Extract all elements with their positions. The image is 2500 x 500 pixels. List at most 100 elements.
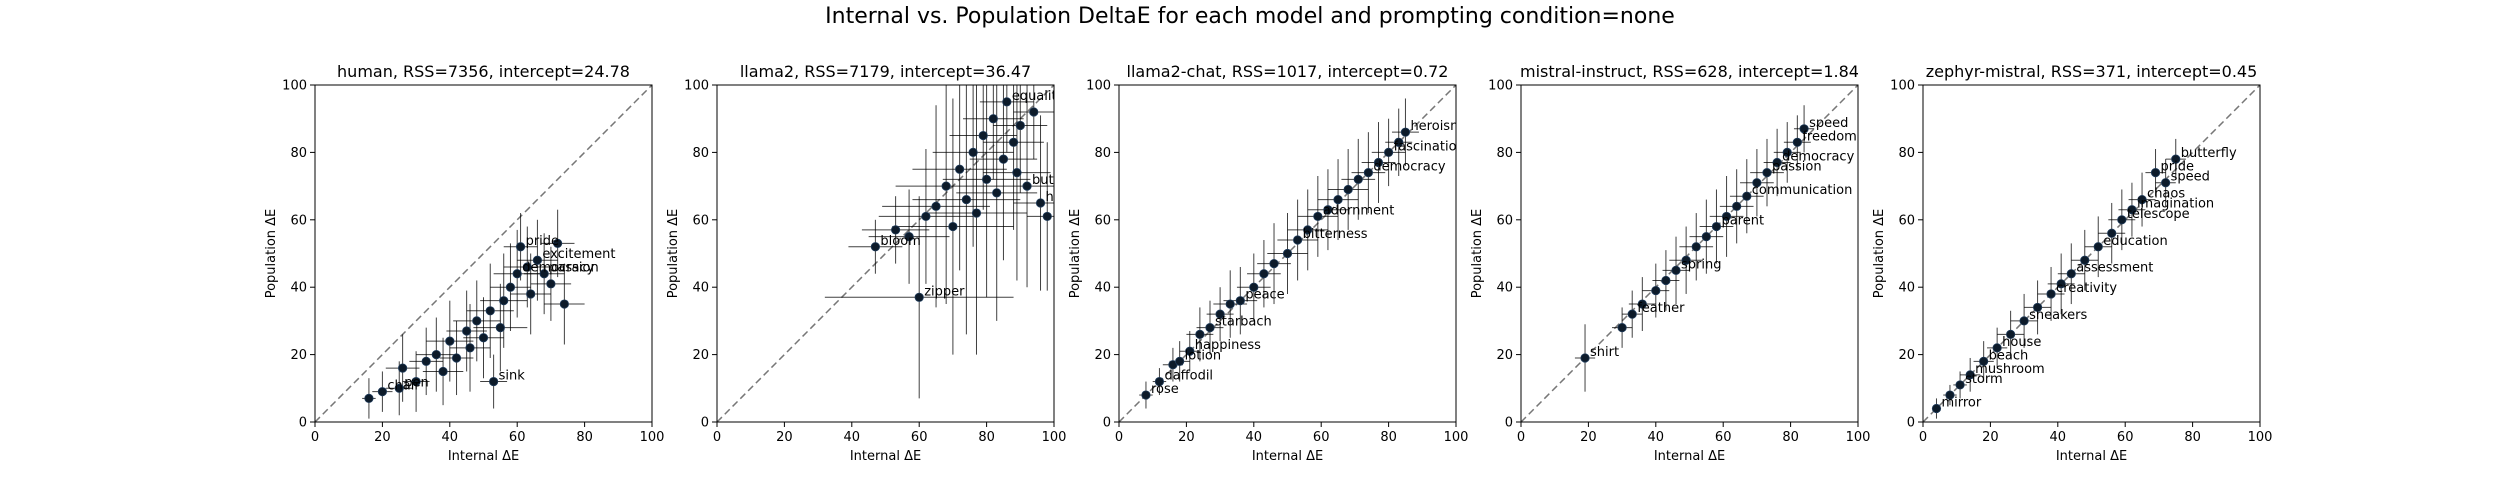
data-point [1681,255,1691,265]
y-tick-label: 0 [1907,416,1915,431]
y-tick: 0 [299,416,315,431]
data-point [1742,191,1752,201]
y-tick-label: 100 [684,79,709,94]
y-tick: 40 [1094,281,1119,296]
data-point [941,181,951,191]
x-tick-label: 0 [1115,430,1123,445]
point-label: happiness [1195,338,1261,353]
y-axis-label: Population ΔE [1068,209,1083,299]
chart-panel-1: human, RSS=7356, intercept=24.78 chairpen… [264,62,664,464]
data-point [998,154,1009,164]
y-axis-label: Population ΔE [1872,209,1887,299]
data-point [515,242,526,252]
point-label: communication [1752,183,1853,198]
data-point [1979,356,1989,366]
data-point [465,343,475,353]
y-tick-label: 100 [1086,79,1111,94]
x-tick-label: 0 [1517,430,1525,445]
data-point [2107,228,2117,238]
y-tick-label: 20 [290,348,307,363]
data-point [891,225,901,235]
data-point [2056,279,2066,289]
data-point [2117,215,2127,225]
point-label: mirror [1941,396,1981,411]
x-tick-label: 20 [1580,430,1597,445]
point-label: mushroom [1975,362,2045,377]
data-point [495,323,505,333]
diagonal-reference-line [315,85,652,422]
data-point [1195,329,1205,339]
data-point [1732,201,1742,211]
data-point [1752,178,1762,188]
data-point [1333,194,1343,205]
y-tick-label: 100 [1890,79,1915,94]
data-point [2019,316,2029,326]
x-tick: 80 [2184,422,2201,445]
data-point [1671,265,1681,275]
x-tick-label: 0 [713,430,721,445]
data-point [971,208,982,218]
point-label: adornment [1323,203,1395,218]
data-point [1931,403,1942,414]
data-point [904,232,914,242]
x-tick: 80 [1782,422,1799,445]
panel-title: human, RSS=7356, intercept=24.78 [337,62,630,81]
data-point [1627,309,1637,319]
point-label: pride [526,234,559,249]
axes-frame [716,84,1055,423]
data-point [421,356,431,366]
data-point [526,289,536,299]
y-tick: 0 [1103,416,1119,431]
data-point [1042,211,1052,222]
y-tick: 20 [1496,348,1521,363]
point-label: beach [1989,348,2029,363]
x-tick: 60 [911,422,927,445]
data-point [1394,137,1404,147]
x-tick-label: 100 [2248,430,2273,445]
x-tick: 0 [1517,422,1525,445]
y-tick: 60 [1496,213,1521,228]
data-point [522,262,532,272]
point-label: shirt [1590,345,1619,360]
y-tick-label: 0 [1103,416,1111,431]
figure-title: Internal vs. Population DeltaE for each … [825,4,1675,29]
point-label: speed [2171,170,2210,185]
data-point [1955,380,1965,390]
y-tick-label: 20 [1094,348,1111,363]
y-tick: 100 [1488,79,1521,94]
point-label: lotion [1185,348,1221,363]
data-point [968,147,978,157]
y-tick: 80 [1898,146,1923,161]
point-label: equality [1012,89,1065,104]
data-point [1762,168,1772,178]
x-tick: 0 [713,422,721,445]
x-tick-label: 40 [442,430,459,445]
data-point [1015,120,1025,131]
data-point [539,269,549,279]
data-point [2032,302,2043,313]
x-axis-label: Internal ΔE [1252,449,1323,464]
x-tick-label: 80 [1380,430,1397,445]
point-label: democracy [1782,150,1854,165]
point-label: feather [1637,301,1685,316]
panel-title: zephyr-mistral, RSS=371, intercept=0.45 [1926,62,2258,81]
y-tick: 100 [684,79,717,94]
point-label: sneakers [2029,308,2087,323]
point-label: bitterness [1303,227,1368,242]
y-tick-label: 100 [282,79,307,94]
x-tick-label: 0 [1919,430,1927,445]
data-point [512,269,522,279]
data-point [1282,248,1293,259]
y-tick-label: 40 [1496,281,1513,296]
y-tick-label: 0 [299,416,307,431]
data-point [1373,157,1384,168]
data-point [1225,299,1235,309]
data-point [431,349,441,360]
x-tick-label: 100 [1444,430,1469,445]
data-point [485,306,495,316]
data-point [462,326,472,336]
x-tick: 0 [1115,422,1123,445]
x-tick: 60 [1313,422,1329,445]
y-tick-label: 100 [1488,79,1513,94]
